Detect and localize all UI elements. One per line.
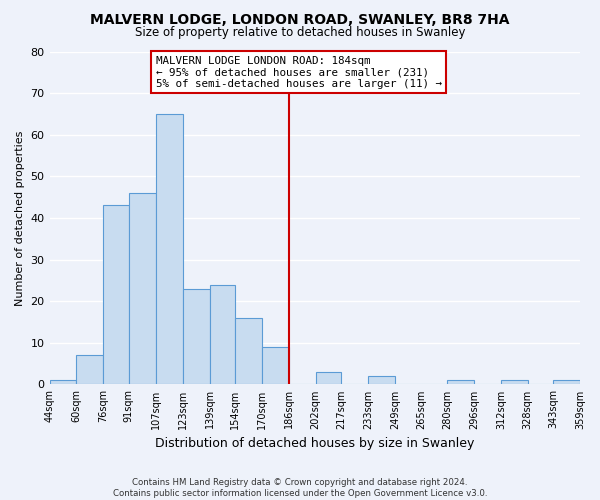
Bar [316,372,341,384]
Bar [155,114,182,384]
Bar [76,356,103,384]
Bar [235,318,262,384]
Bar [447,380,474,384]
Text: MALVERN LODGE LONDON ROAD: 184sqm
← 95% of detached houses are smaller (231)
5% : MALVERN LODGE LONDON ROAD: 184sqm ← 95% … [155,56,442,89]
X-axis label: Distribution of detached houses by size in Swanley: Distribution of detached houses by size … [155,437,475,450]
Bar [262,347,289,385]
Text: Size of property relative to detached houses in Swanley: Size of property relative to detached ho… [135,26,465,39]
Text: Contains HM Land Registry data © Crown copyright and database right 2024.
Contai: Contains HM Land Registry data © Crown c… [113,478,487,498]
Bar [209,284,235,384]
Bar [553,380,580,384]
Bar [50,380,76,384]
Bar [368,376,395,384]
Bar [501,380,528,384]
Y-axis label: Number of detached properties: Number of detached properties [15,130,25,306]
Bar [182,288,209,384]
Bar [128,193,155,384]
Text: MALVERN LODGE, LONDON ROAD, SWANLEY, BR8 7HA: MALVERN LODGE, LONDON ROAD, SWANLEY, BR8… [90,12,510,26]
Bar [103,206,128,384]
